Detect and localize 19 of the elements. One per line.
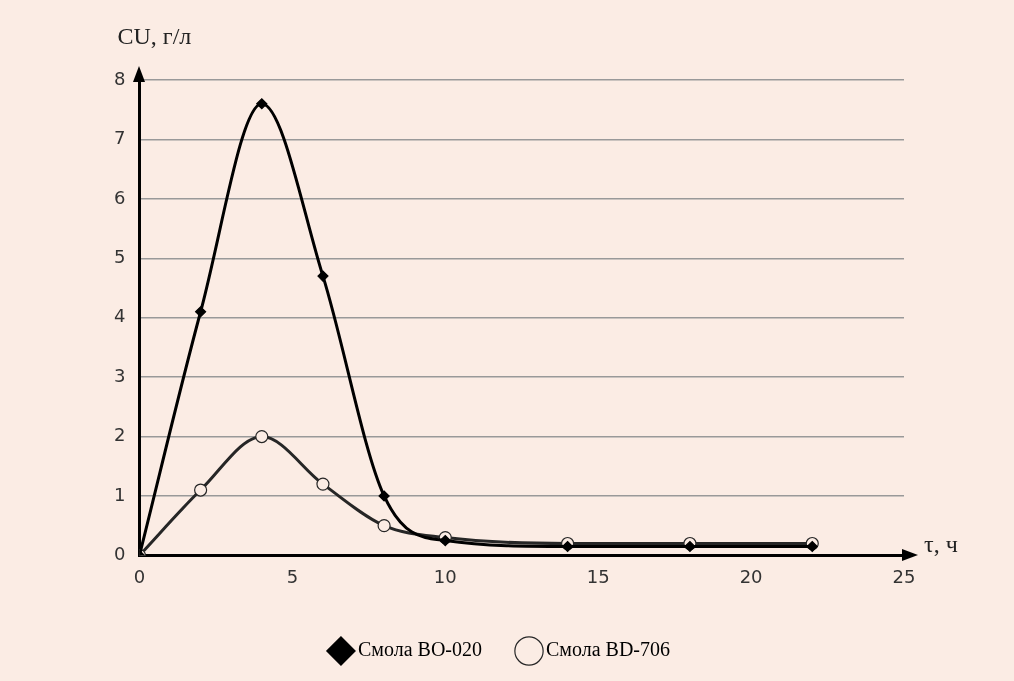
y-tick-label: 0	[114, 543, 126, 565]
y-axis-title: CU, г/л	[117, 23, 192, 50]
x-tick-label: 25	[892, 565, 916, 587]
x-tick-label: 0	[133, 565, 146, 587]
y-tick-label: 8	[114, 67, 126, 89]
y-tick-label: 5	[114, 245, 126, 267]
y-tick-label: 7	[114, 127, 126, 149]
y-tick-label: 3	[114, 364, 126, 386]
x-tick-label: 15	[586, 565, 610, 587]
x-tick-label: 20	[739, 565, 763, 587]
y-tick-label: 6	[114, 186, 126, 208]
x-tick-label: 5	[286, 565, 299, 587]
y-tick-label: 1	[114, 483, 126, 505]
legend-label: Смола BO-020	[357, 638, 483, 661]
x-tick-label: 10	[433, 565, 457, 587]
y-tick-label: 2	[114, 424, 126, 446]
legend-label: Смола BD-706	[546, 638, 671, 661]
x-axis-title: τ, ч	[924, 530, 958, 557]
y-tick-label: 4	[114, 305, 126, 327]
